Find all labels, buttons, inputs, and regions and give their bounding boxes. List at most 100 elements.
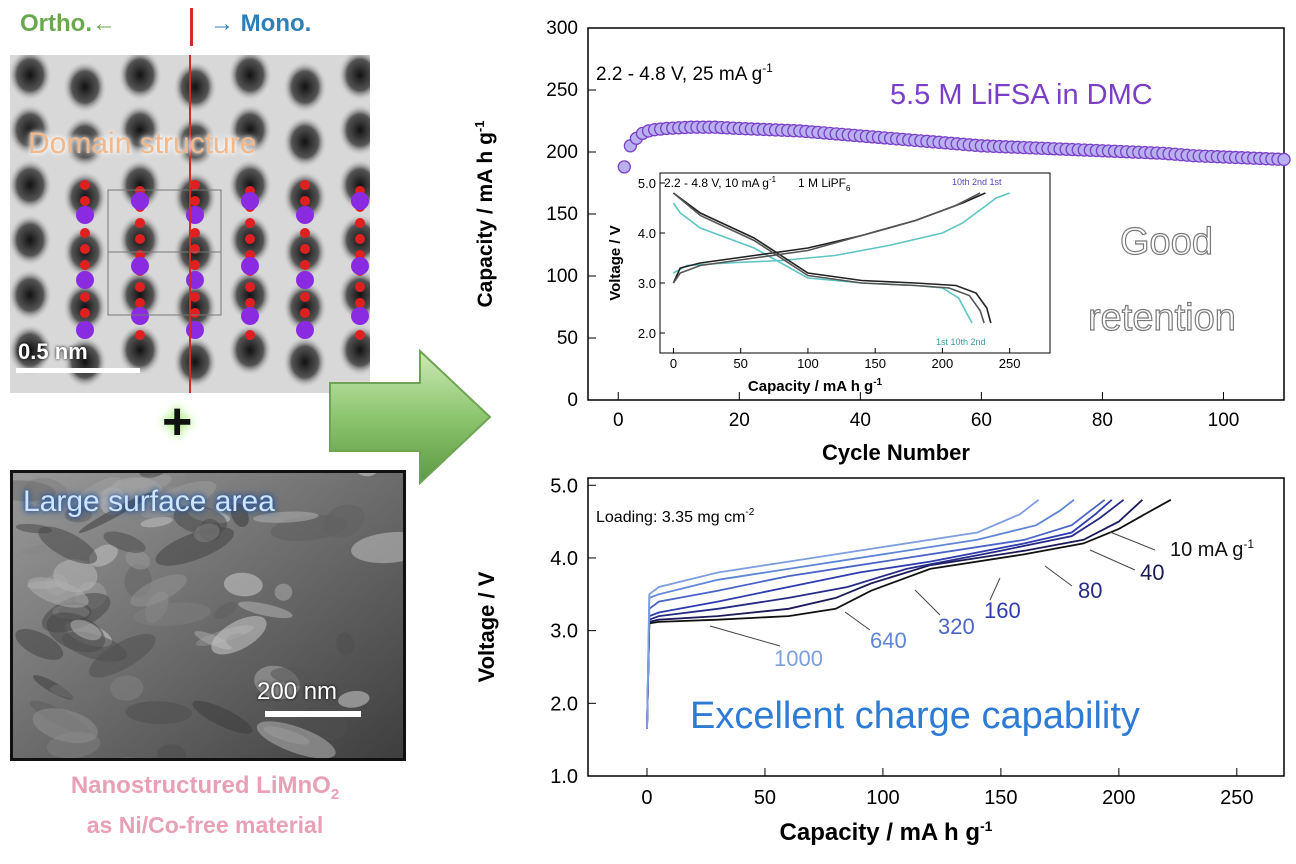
rate-y-tick-label: 5.0 (550, 475, 578, 497)
tem-dark-spot (63, 336, 107, 388)
manganese-atom (296, 271, 314, 289)
loading-label: Loading: 3.35 mg cm-2 (596, 507, 755, 526)
sem-grain (15, 628, 64, 660)
rate-y-tick-label: 4.0 (550, 548, 578, 570)
sem-grain (130, 574, 187, 607)
oxygen-atom (300, 180, 310, 190)
rate-label-leader (1109, 531, 1156, 551)
tem-dark-spot (173, 281, 217, 333)
sem-grain (110, 675, 144, 701)
cycle-y-tick-label: 50 (557, 328, 578, 349)
sem-texture (13, 473, 403, 758)
tem-dark-spot (173, 116, 217, 168)
rate-x-tick-label: 50 (754, 787, 776, 809)
material-title-text: Nanostructured LiMnO (70, 772, 331, 799)
oxygen-atom (300, 260, 310, 270)
oxygen-atom (245, 234, 255, 244)
inset-xlabel-text: Capacity / mA h g (748, 378, 873, 395)
inset-y-tick-label: 2.0 (638, 326, 656, 341)
rate-x-tick-label: 200 (1102, 787, 1135, 809)
oxygen-atom (190, 180, 200, 190)
inset-xlabel-sup: -1 (873, 377, 882, 388)
sem-grain (32, 708, 98, 744)
oxygen-atom (190, 228, 200, 238)
sem-grain (88, 544, 118, 567)
tem-dark-spot (228, 324, 272, 376)
cycle-y-tick-label: 300 (546, 18, 578, 39)
tem-atomic-lattice (10, 55, 370, 393)
cycle-x-tick-label: 40 (850, 410, 871, 431)
inset-x-tick-label: 100 (797, 356, 819, 371)
sem-grain (256, 721, 336, 758)
inset-electrolyte: 1 M LiPF6 (798, 176, 851, 193)
tem-image: Domain structure 0.5 nm (10, 55, 370, 393)
loading-text: Loading: 3.35 mg cm (596, 509, 745, 526)
tem-dark-spot (10, 104, 52, 156)
tem-dark-spot (283, 116, 327, 168)
rate-chart-frame (587, 477, 1285, 777)
inset-y-tick-label: 5.0 (638, 176, 656, 191)
tem-dark-spot (228, 269, 272, 321)
rate-label-leader (1044, 565, 1073, 587)
sem-grain (351, 531, 403, 564)
oxygen-atom (245, 298, 255, 308)
rate-label-1000: 1000 (774, 646, 823, 671)
rate-label-leader (709, 625, 781, 647)
sem-grain (270, 667, 327, 687)
oxygen-atom (245, 282, 255, 292)
oxygen-atom (190, 260, 200, 270)
manganese-atom (131, 307, 149, 325)
sem-grain (157, 744, 187, 758)
rate-curve-320 (646, 499, 1106, 729)
manganese-atom (351, 192, 369, 210)
inset-electrolyte-text: 1 M LiPF (798, 176, 846, 190)
cycle-x-tick-label: 80 (1092, 410, 1113, 431)
tem-dark-spot (283, 61, 327, 113)
rate-curve-640 (646, 499, 1075, 729)
rate-label-80: 80 (1078, 578, 1102, 603)
oxygen-atom (135, 234, 145, 244)
sem-grain (70, 619, 102, 641)
sem-grain (64, 506, 93, 523)
cycle-chart-ylabel-text: Capacity / mA h g (474, 132, 497, 307)
sem-grain (140, 480, 217, 519)
cycle-chart-condition-sup: -1 (762, 61, 773, 75)
oxygen-atom (355, 218, 365, 228)
tem-dark-spot (10, 159, 52, 211)
excellent-charge-capability-label: Excellent charge capability (690, 695, 1140, 737)
cycle-y-tick-label: 200 (546, 142, 578, 163)
ortho-label: Ortho.← (20, 10, 116, 37)
oxygen-atom (300, 308, 310, 318)
sem-grain (336, 632, 355, 656)
sem-grain (38, 526, 98, 564)
sem-grain (74, 476, 122, 506)
manganese-atom (76, 271, 94, 289)
cycle-chart-condition: 2.2 - 4.8 V, 25 mA g-1 (596, 61, 773, 85)
oxygen-atom (355, 330, 365, 340)
inset-frame (659, 172, 1051, 354)
sem-grain (13, 480, 56, 502)
rate-chart-xlabel-sup: -1 (980, 818, 993, 834)
oxygen-atom (190, 292, 200, 302)
inset-condition-sup: -1 (769, 175, 777, 184)
electrolyte-label: 5.5 M LiFSA in DMC (890, 79, 1153, 111)
rate-curve-40 (646, 499, 1144, 729)
rate-x-tick-label: 250 (1220, 787, 1253, 809)
inset-x-tick-label: 150 (864, 356, 886, 371)
manganese-atom (241, 307, 259, 325)
oxygen-atom (300, 196, 310, 206)
rate-x-tick-label: 100 (866, 787, 899, 809)
tem-dark-spot (10, 324, 52, 376)
rate-unit-sup: -1 (1243, 537, 1254, 551)
sem-image: Large surface area 200 nm (10, 470, 406, 761)
cycle-y-tick-label: 0 (567, 390, 578, 411)
sem-grain (223, 572, 263, 597)
tem-dark-spot (228, 55, 272, 101)
tem-dark-spot (118, 269, 162, 321)
tem-dark-spot (338, 104, 370, 156)
rate-curve-10 (646, 499, 1172, 729)
phase-boundary-marker (190, 8, 193, 46)
oxygen-atom (135, 282, 145, 292)
oxygen-atom (355, 282, 365, 292)
